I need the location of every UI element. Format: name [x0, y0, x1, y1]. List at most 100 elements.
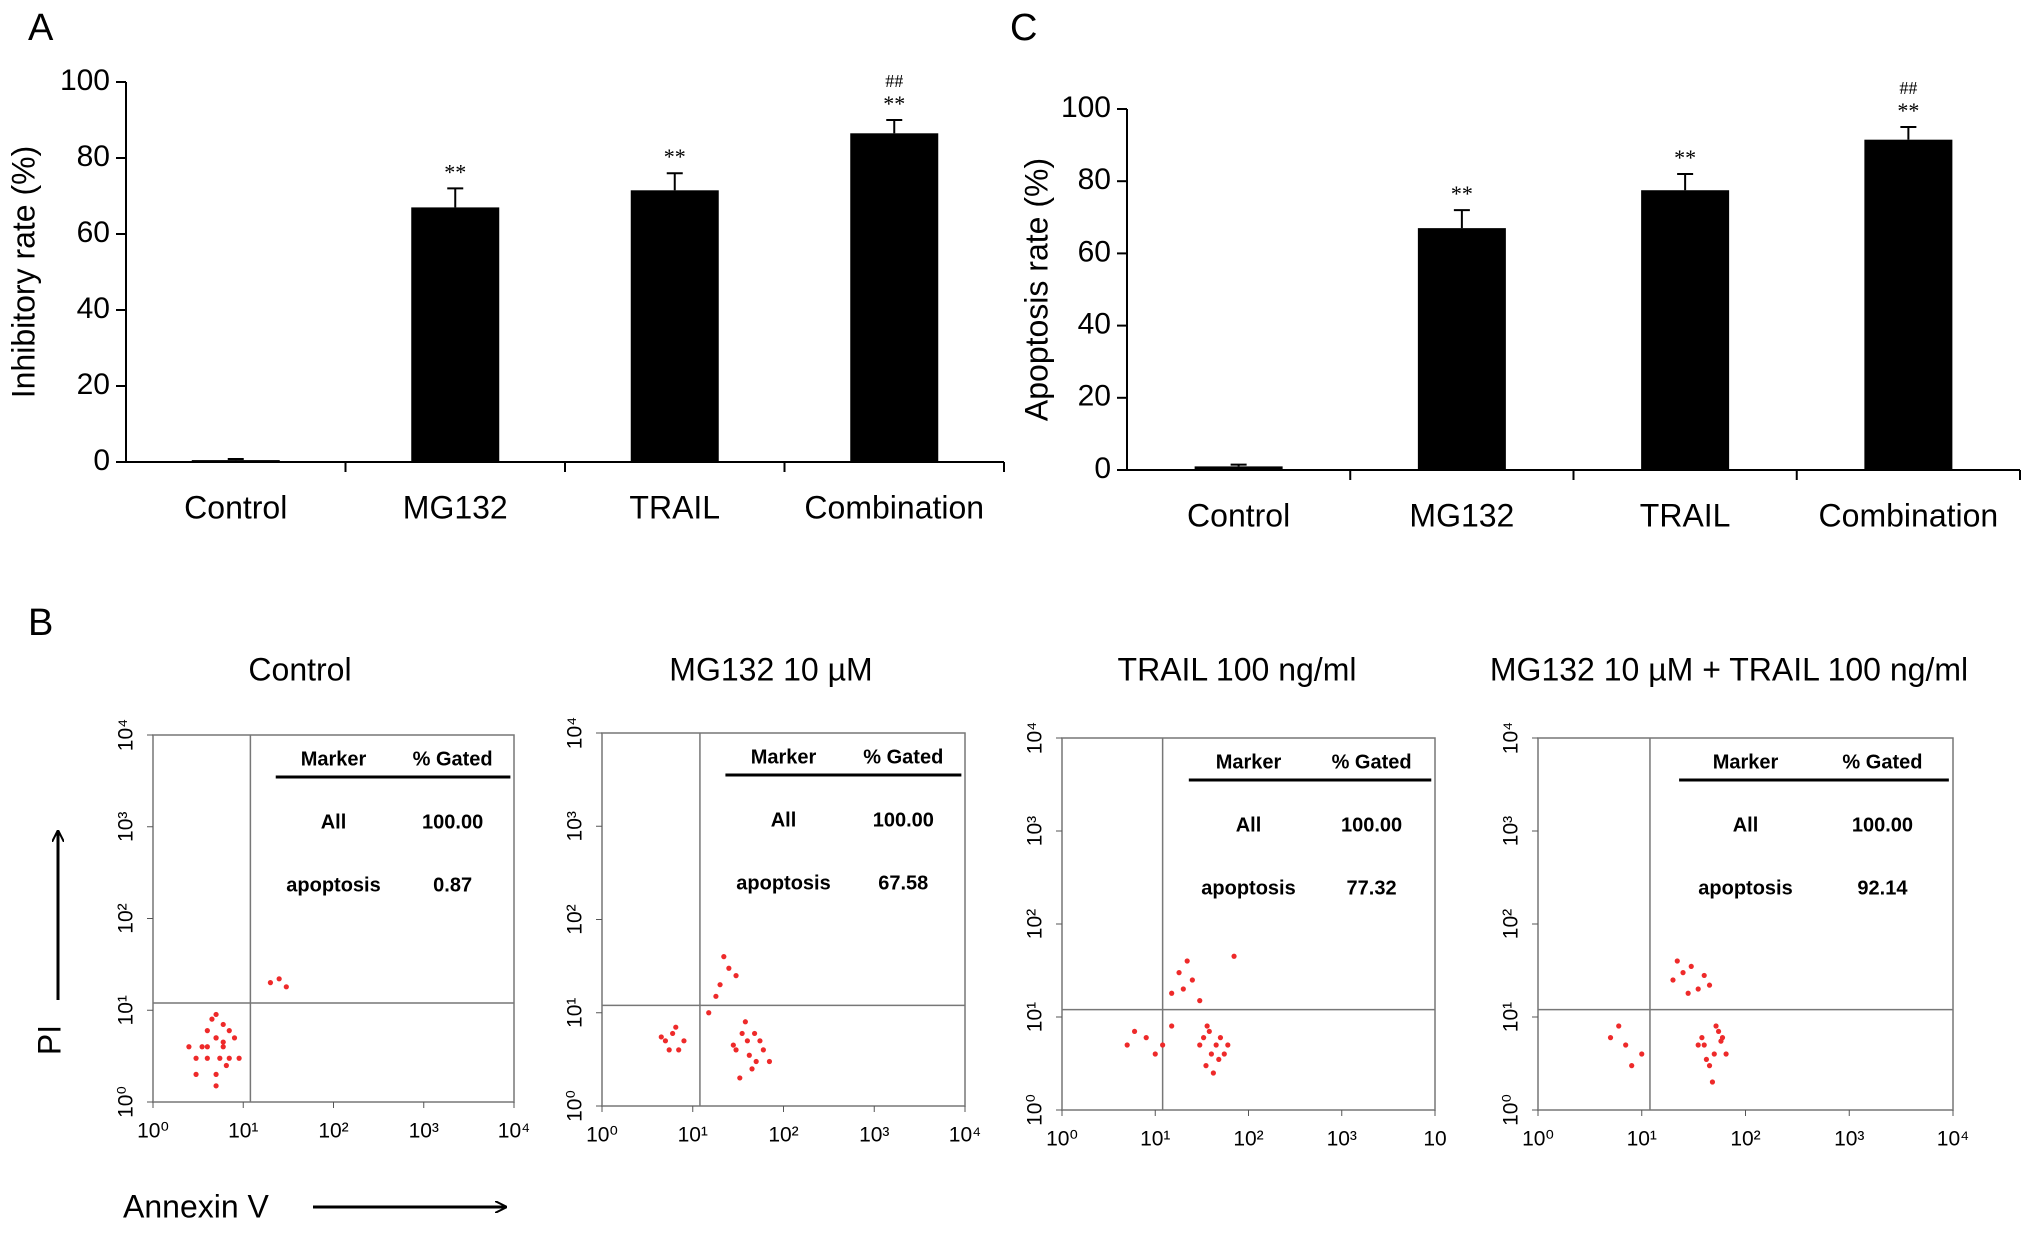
y-tick-label: 10¹: [1500, 1002, 1523, 1032]
y-tick-label: 60: [77, 216, 110, 249]
event-dot: [1718, 1038, 1724, 1044]
event-dot: [213, 1071, 219, 1077]
event-dot: [1701, 972, 1707, 979]
x-tick-label: 10⁰: [1522, 1128, 1554, 1151]
y-tick-label: 10¹: [115, 995, 138, 1025]
bar: [1194, 466, 1283, 470]
event-dot: [1124, 1042, 1130, 1048]
y-tick-label: 20: [1078, 380, 1111, 413]
panel-label: A: [28, 7, 54, 49]
bar: [850, 133, 939, 463]
y-tick-label: 40: [77, 292, 110, 325]
significance-label: ##: [1899, 78, 1917, 98]
y-axis-label: PI: [31, 1025, 67, 1055]
y-tick-label: 10³: [115, 812, 138, 842]
event-dot: [717, 982, 723, 988]
plot-frame: [1537, 737, 1954, 1111]
event-dot: [1695, 1042, 1701, 1048]
event-dot: [1206, 1028, 1212, 1035]
event-dot: [236, 1055, 242, 1061]
x-tick-label: 10⁰: [1046, 1128, 1078, 1151]
event-dot: [1169, 990, 1175, 996]
x-tick-label: 10³: [409, 1120, 439, 1143]
table-header: % Gated: [1842, 751, 1922, 773]
bar: [630, 190, 719, 463]
x-tick-label: 10¹: [678, 1124, 708, 1147]
panel-label: C: [1010, 7, 1037, 49]
chart-title: MG132 10 µM + TRAIL 100 ng/ml: [1490, 651, 1968, 687]
event-dot: [737, 1075, 743, 1081]
y-axis-label: Apoptosis rate (%): [1018, 158, 1054, 421]
table-cell: All: [1236, 814, 1262, 836]
y-tick-label: 20: [77, 368, 110, 401]
x-tick-label: 10²: [318, 1120, 348, 1143]
event-dot: [204, 1044, 210, 1050]
event-dot: [1216, 1056, 1222, 1063]
table-header: Marker: [1216, 751, 1282, 773]
x-tick-label: 10⁴: [1937, 1128, 1969, 1151]
event-dot: [744, 1038, 750, 1044]
event-dot: [1208, 1051, 1214, 1057]
y-tick-label: 10⁴: [1024, 722, 1047, 754]
y-tick-label: 10²: [115, 903, 138, 933]
event-dot: [733, 973, 739, 979]
event-dot: [283, 984, 289, 990]
event-dot: [1623, 1042, 1629, 1048]
y-tick-label: 60: [1078, 235, 1111, 268]
x-tick-label: MG132: [1409, 497, 1514, 533]
bar: [191, 460, 280, 462]
y-tick-label: 10²: [1024, 909, 1047, 939]
table-cell: 67.58: [878, 872, 928, 894]
event-dot: [757, 1038, 763, 1044]
event-dot: [217, 1055, 223, 1061]
event-dot: [220, 1039, 226, 1045]
x-tick-label: 10¹: [1140, 1128, 1170, 1151]
event-dot: [213, 1011, 219, 1018]
bar: [1641, 190, 1730, 470]
table-cell: apoptosis: [1698, 877, 1792, 899]
event-dot: [721, 954, 727, 960]
y-tick-label: 10⁰: [115, 1086, 138, 1118]
event-dot: [1225, 1042, 1231, 1048]
x-tick-label: 10³: [1834, 1128, 1864, 1151]
y-tick-label: 10¹: [1024, 1002, 1047, 1032]
y-tick-label: 10⁴: [115, 719, 138, 751]
event-dot: [231, 1035, 238, 1041]
x-axis-label: Annexin V: [123, 1188, 270, 1224]
event-dot: [1143, 1035, 1149, 1041]
event-dot: [670, 1030, 676, 1037]
event-dot: [1217, 1035, 1224, 1041]
event-dot: [220, 1021, 226, 1028]
event-dot: [186, 1044, 192, 1050]
event-dot: [1189, 977, 1195, 983]
chart-title: Control: [248, 651, 351, 687]
x-tick-label: 10¹: [228, 1120, 258, 1143]
bar: [411, 207, 500, 462]
significance-label: **: [883, 91, 905, 116]
event-dot: [746, 1052, 752, 1058]
bar: [1864, 139, 1953, 470]
table-cell: 100.00: [1852, 814, 1913, 836]
chart-title: MG132 10 µM: [669, 651, 872, 687]
x-tick-label: Control: [1187, 497, 1290, 533]
y-tick-label: 0: [93, 444, 110, 477]
table-header: Marker: [751, 746, 817, 768]
event-dot: [739, 1030, 745, 1037]
event-dot: [204, 1028, 210, 1034]
event-dot: [1197, 998, 1203, 1004]
plot-frame: [601, 732, 966, 1107]
event-dot: [733, 1047, 739, 1053]
event-dot: [742, 1019, 748, 1025]
x-tick-label: 10¹: [1627, 1128, 1657, 1151]
bar: [1417, 228, 1506, 470]
x-tick-label: Control: [184, 489, 287, 525]
event-dot: [1221, 1051, 1227, 1057]
y-tick-label: 10⁰: [564, 1090, 587, 1122]
significance-label: **: [1674, 145, 1696, 170]
event-dot: [730, 1042, 736, 1048]
y-tick-label: 10⁴: [564, 717, 587, 749]
event-dot: [1210, 1070, 1216, 1076]
event-dot: [1152, 1051, 1158, 1057]
x-tick-label: TRAIL: [629, 489, 720, 525]
event-dot: [1131, 1028, 1138, 1035]
